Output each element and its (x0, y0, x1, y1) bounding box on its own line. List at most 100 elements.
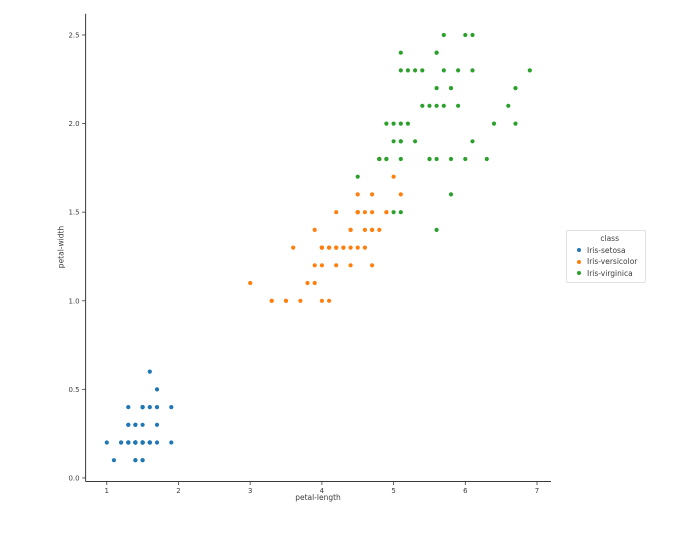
scatter-point-iris-virginica (441, 103, 446, 108)
scatter-point-iris-virginica (398, 210, 403, 215)
scatter-point-iris-virginica (434, 103, 439, 108)
scatter-point-iris-setosa (133, 440, 138, 445)
x-tick-label: 2 (176, 487, 180, 495)
scatter-point-iris-virginica (434, 86, 439, 91)
scatter-point-iris-versicolor (248, 280, 253, 286)
scatter-point-iris-versicolor (370, 192, 375, 197)
scatter-point-iris-virginica (527, 68, 532, 73)
scatter-point-iris-virginica (413, 139, 418, 144)
scatter-point-iris-virginica (506, 103, 511, 108)
scatter-point-iris-virginica (434, 156, 439, 162)
scatter-point-iris-virginica (434, 50, 439, 55)
scatter-point-iris-virginica (470, 68, 475, 73)
scatter-point-iris-versicolor (319, 245, 324, 250)
scatter-point-iris-versicolor (312, 280, 317, 286)
scatter-point-iris-versicolor (291, 245, 296, 250)
scatter-point-iris-setosa (154, 387, 160, 392)
y-axis-label: petal-width (56, 225, 66, 269)
scatter-point-iris-versicolor (377, 227, 382, 232)
x-tick-label: 4 (320, 487, 325, 495)
scatter-point-iris-setosa (140, 458, 145, 463)
scatter-point-iris-versicolor (370, 210, 375, 215)
scatter-point-iris-virginica (405, 121, 410, 126)
scatter-point-iris-versicolor (384, 210, 389, 215)
scatter-point-iris-versicolor (312, 227, 317, 232)
scatter-point-iris-virginica (456, 103, 461, 108)
scatter-point-iris-virginica (413, 68, 418, 73)
scatter-point-iris-virginica (384, 121, 389, 126)
scatter-point-iris-versicolor (391, 174, 396, 179)
x-axis-label: petal-length (295, 493, 341, 502)
scatter-point-iris-setosa (126, 405, 131, 410)
scatter-point-iris-virginica (398, 156, 403, 162)
scatter-point-iris-versicolor (370, 227, 375, 232)
scatter-point-iris-versicolor (355, 245, 360, 250)
scatter-point-iris-virginica (398, 139, 403, 144)
scatter-point-iris-versicolor (362, 245, 367, 250)
scatter-point-iris-virginica (484, 156, 489, 162)
scatter-point-iris-virginica (456, 68, 461, 73)
versicolor-marker-icon (577, 259, 581, 264)
scatter-point-iris-versicolor (341, 245, 346, 250)
scatter-point-iris-versicolor (298, 298, 303, 303)
scatter-point-iris-virginica (420, 103, 425, 108)
scatter-point-iris-virginica (448, 192, 454, 197)
scatter-point-iris-virginica (405, 68, 410, 73)
scatter-point-iris-setosa (147, 405, 152, 410)
y-tick-label: 2.0 (68, 120, 79, 128)
y-tick-label: 0.0 (68, 474, 79, 482)
scatter-point-iris-versicolor (362, 210, 367, 215)
x-tick-label: 1 (105, 487, 109, 495)
scatter-point-iris-setosa (147, 440, 152, 445)
legend-label-virginica: Iris-virginica (587, 268, 633, 278)
scatter-point-iris-setosa (169, 405, 174, 410)
scatter-point-iris-setosa (154, 405, 160, 410)
scatter-point-iris-setosa (140, 405, 145, 410)
legend-title: class (600, 234, 619, 243)
scatter-point-iris-virginica (463, 32, 468, 38)
scatter-point-iris-virginica (513, 86, 518, 91)
setosa-marker-icon (577, 248, 581, 253)
scatter-point-iris-versicolor (355, 210, 360, 215)
scatter-point-iris-setosa (111, 458, 116, 463)
scatter-point-iris-setosa (140, 440, 145, 445)
legend: class Iris-setosa Iris-versicolor Iris-v… (566, 230, 647, 283)
scatter-point-iris-virginica (448, 86, 454, 91)
scatter-point-iris-versicolor (319, 263, 324, 268)
scatter-point-iris-versicolor (312, 263, 317, 268)
legend-label-setosa: Iris-setosa (587, 245, 626, 255)
legend-label-versicolor: Iris-versicolor (587, 257, 638, 266)
x-tick-label: 3 (248, 487, 252, 495)
scatter-point-iris-virginica (377, 156, 382, 162)
legend-item-setosa: Iris-setosa (572, 245, 637, 257)
scatter-point-iris-virginica (491, 121, 497, 126)
scatter-point-iris-virginica (398, 50, 403, 55)
scatter-point-iris-versicolor (355, 192, 360, 197)
scatter-point-iris-setosa (126, 422, 131, 427)
scatter-point-iris-virginica (470, 139, 475, 144)
scatter-point-iris-virginica (470, 32, 475, 38)
scatter-point-iris-versicolor (334, 263, 339, 268)
scatter-point-iris-versicolor (327, 245, 332, 250)
scatter-point-iris-setosa (154, 422, 160, 427)
scatter-point-iris-virginica (513, 121, 518, 126)
scatter-point-iris-versicolor (348, 227, 353, 232)
y-tick-label: 1.0 (68, 297, 79, 305)
scatter-point-iris-virginica (391, 121, 396, 126)
scatter-point-iris-versicolor (319, 298, 324, 303)
y-tick-label: 1.5 (68, 209, 79, 217)
scatter-point-iris-virginica (427, 156, 432, 162)
scatter-point-iris-setosa (169, 440, 174, 445)
scatter-point-iris-versicolor (283, 298, 289, 303)
scatter-point-iris-versicolor (362, 227, 367, 232)
scatter-point-iris-setosa (104, 440, 109, 445)
scatter-point-iris-versicolor (348, 245, 353, 250)
scatter-point-iris-virginica (398, 121, 403, 126)
x-tick-label: 7 (535, 487, 539, 495)
virginica-marker-icon (577, 271, 581, 276)
scatter-point-iris-setosa (140, 422, 145, 427)
scatter-point-iris-setosa (147, 369, 152, 374)
scatter-point-iris-versicolor (334, 210, 339, 215)
